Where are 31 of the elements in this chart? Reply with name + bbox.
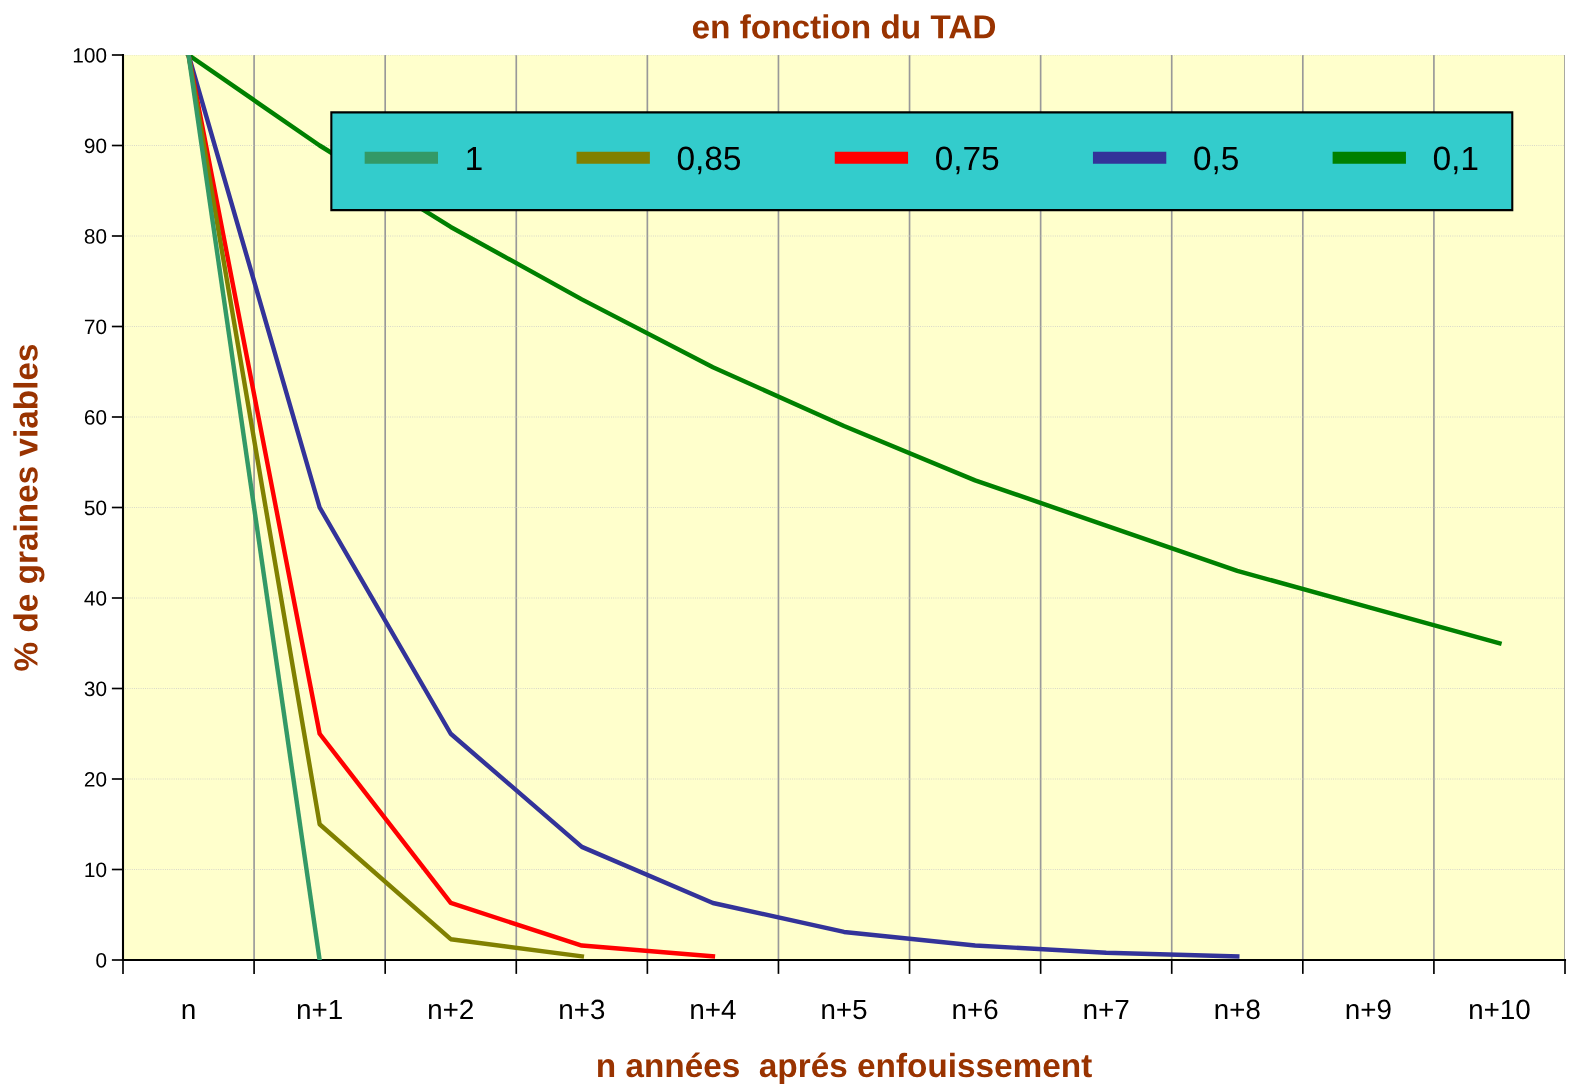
x-axis-title: n années aprés enfouissement [597,1052,1092,1084]
legend-label: 0,75 [936,146,999,175]
line-series [186,55,1502,646]
x-tick-label: n+4 [691,999,736,1020]
x-tick-label: n [182,1004,195,1020]
x-tick-label: n+6 [953,999,998,1020]
x-tick-label: n+9 [1346,999,1391,1020]
y-tick-label: 70 [84,319,107,335]
x-tick-label: n+8 [1215,999,1260,1020]
chart-title: en fonction du TAD [692,14,996,39]
x-tick-label: n+5 [822,999,867,1020]
y-tick-label: 50 [84,500,107,516]
y-axis-title: % de graines viables [13,344,45,671]
legend-label: 0,5 [1194,146,1238,175]
y-tick-label: 40 [84,591,107,606]
x-tick-label: n+3 [560,999,605,1020]
legend-label: 0,1 [1433,146,1478,175]
y-tick-label: 0 [96,953,107,968]
x-tick-label: n+1 [297,999,342,1020]
y-tick-label: 30 [84,681,107,697]
y-tick-label: 90 [84,138,107,154]
y-tick-label: 10 [85,862,107,878]
legend-label: 1 [467,146,482,170]
legend-label: 0,85 [677,146,741,175]
y-tick-label: 100 [73,48,107,63]
y-tick-label: 20 [84,772,107,787]
x-tick-label: n+2 [429,999,473,1020]
y-tick-label: 60 [84,410,107,425]
x-tick-label: n+10 [1470,999,1530,1020]
x-tick-label: n+7 [1084,999,1129,1020]
y-tick-label: 80 [84,229,107,244]
